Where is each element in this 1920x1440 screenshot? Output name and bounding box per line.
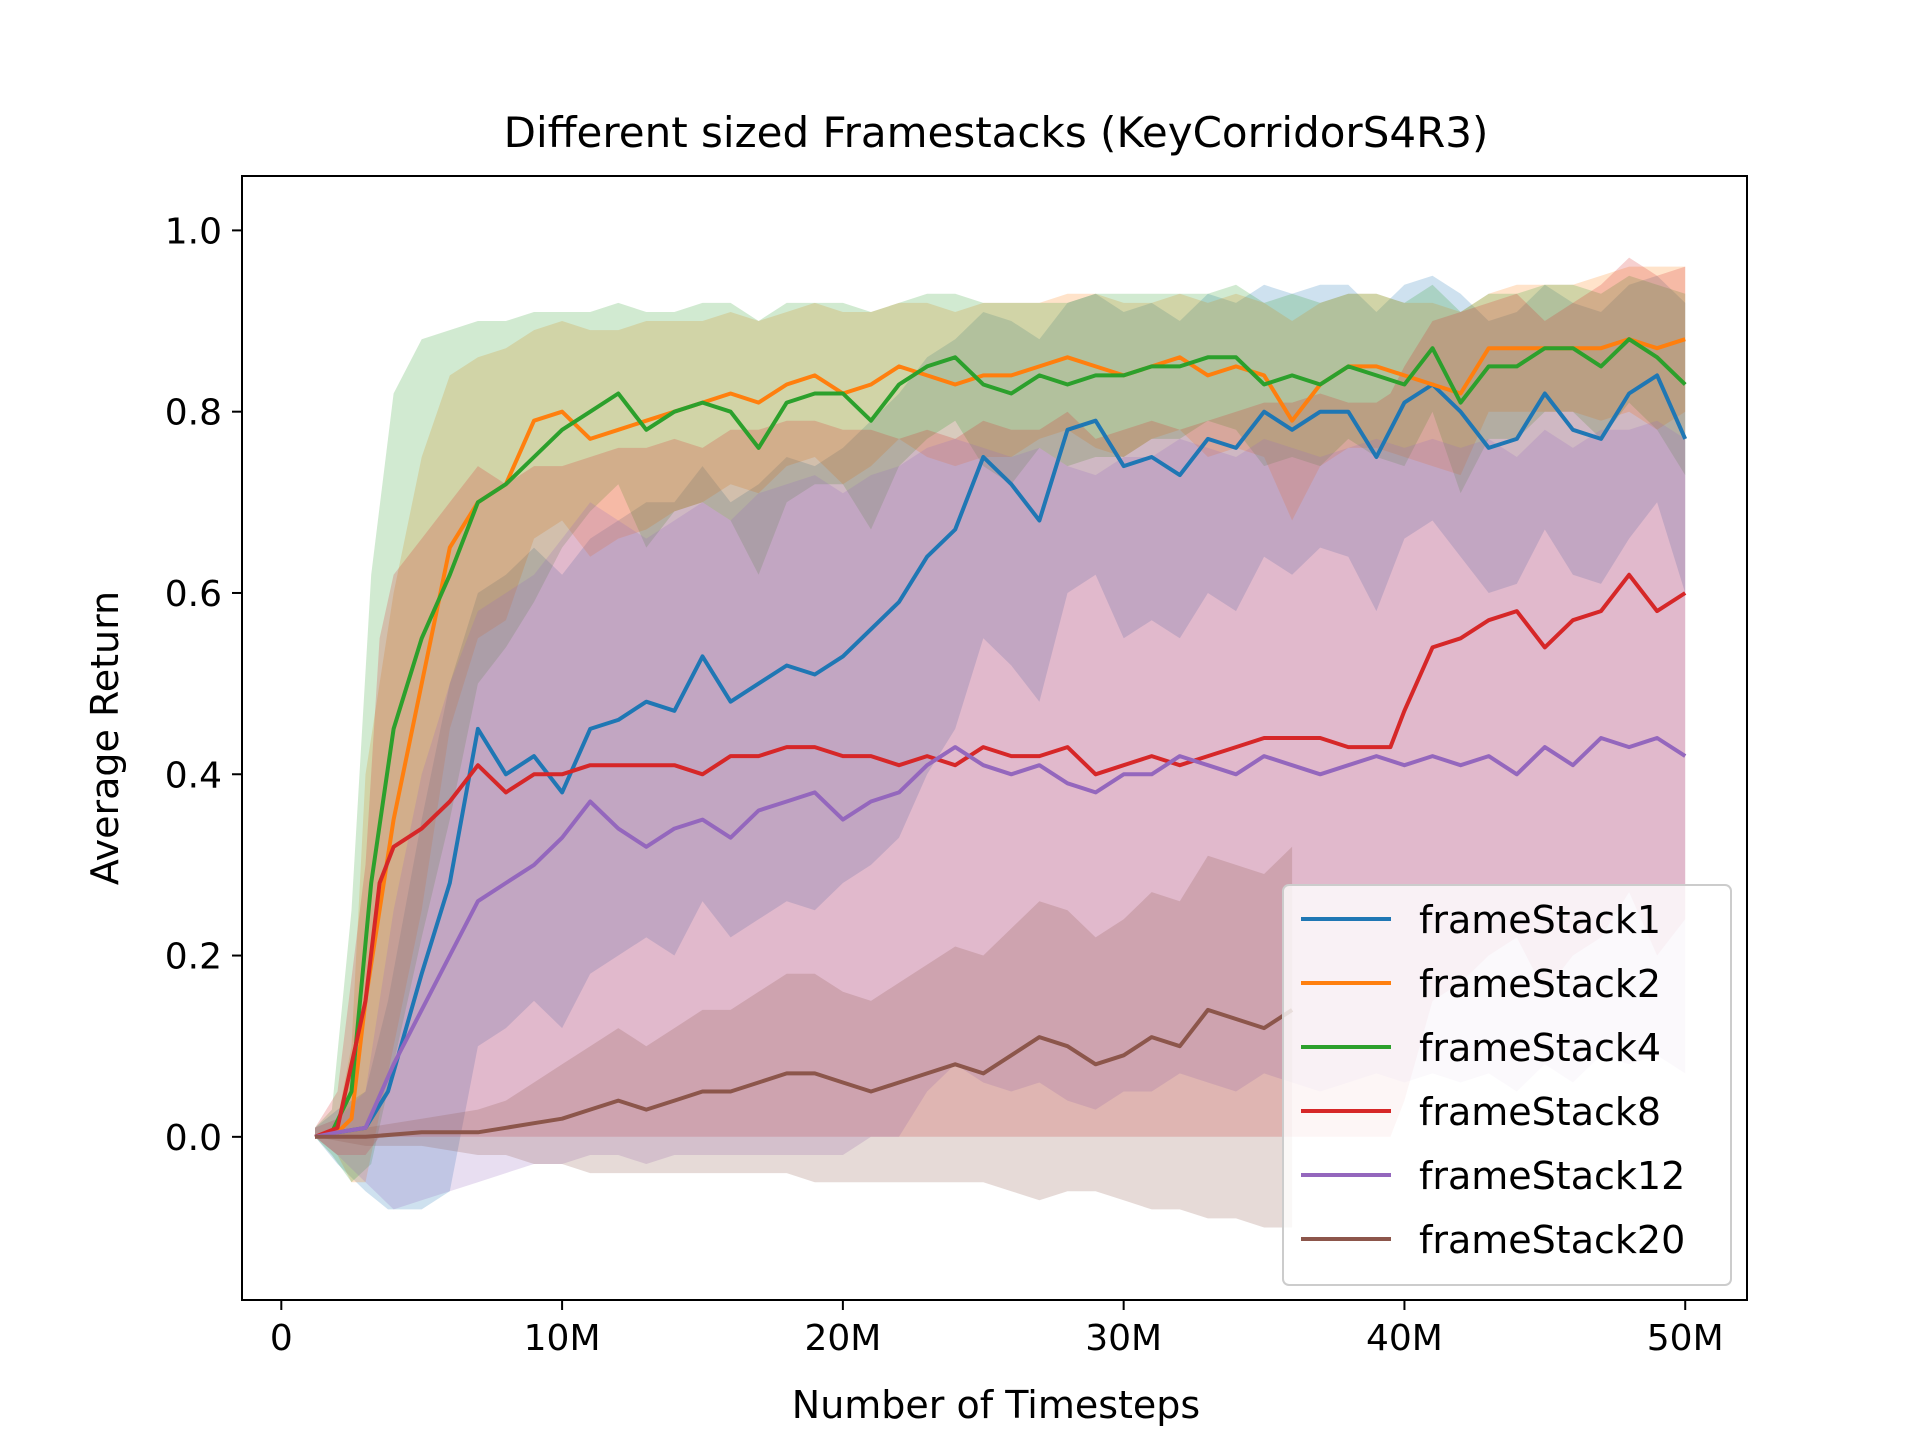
frameStack1-band <box>315 275 1686 1210</box>
chart-legend: frameStack1 frameStack2 frameStack4 frameSt… <box>1282 884 1732 1286</box>
frameStack4-band <box>315 275 1686 1183</box>
x-tick-label: 40M <box>1366 1318 1443 1359</box>
frameStack4-line <box>314 337 1687 1139</box>
x-tick-label: 30M <box>1085 1318 1162 1359</box>
x-axis-label: Number of Timesteps <box>792 1383 1200 1427</box>
y-tick-label: 0.4 <box>165 755 222 796</box>
frameStack20-band <box>315 846 1293 1228</box>
y-tick-label: 0.6 <box>165 574 222 615</box>
frameStack12-line <box>314 736 1687 1139</box>
x-tick-label: 50M <box>1647 1318 1724 1359</box>
y-axis-label: Average Return <box>83 591 127 885</box>
frameStack20-line <box>315 1007 1294 1139</box>
legend-label: frameStack8 <box>1419 1090 1661 1134</box>
y-tick-label: 0.8 <box>165 393 222 434</box>
x-tick-label: 0 <box>270 1318 293 1359</box>
frameStack2-line <box>314 337 1686 1139</box>
legend-label: frameStack12 <box>1419 1154 1685 1198</box>
frameStack8-line <box>314 572 1687 1139</box>
series-lines <box>314 337 1688 1139</box>
legend-label: frameStack1 <box>1419 898 1661 942</box>
chart-title: Different sized Framestacks (KeyCorridor… <box>504 108 1489 157</box>
y-tick-label: 0.0 <box>165 1118 222 1159</box>
y-axis-ticks: 0.0 0.2 0.4 0.6 0.8 1.0 <box>165 211 242 1159</box>
frameStack1-line <box>314 373 1688 1139</box>
x-tick-label: 10M <box>524 1318 601 1359</box>
frameStack2-band <box>315 266 1686 1183</box>
legend-label: frameStack20 <box>1419 1218 1685 1262</box>
x-tick-label: 20M <box>804 1318 881 1359</box>
y-tick-label: 0.2 <box>165 937 222 978</box>
x-axis-ticks: 0 10M 20M 30M 40M 50M <box>270 1300 1724 1359</box>
legend-label: frameStack2 <box>1419 962 1661 1006</box>
legend-label: frameStack4 <box>1419 1026 1661 1070</box>
legend-box <box>1282 884 1732 1286</box>
plot-frame <box>241 175 1748 1301</box>
y-tick-label: 1.0 <box>165 211 222 252</box>
